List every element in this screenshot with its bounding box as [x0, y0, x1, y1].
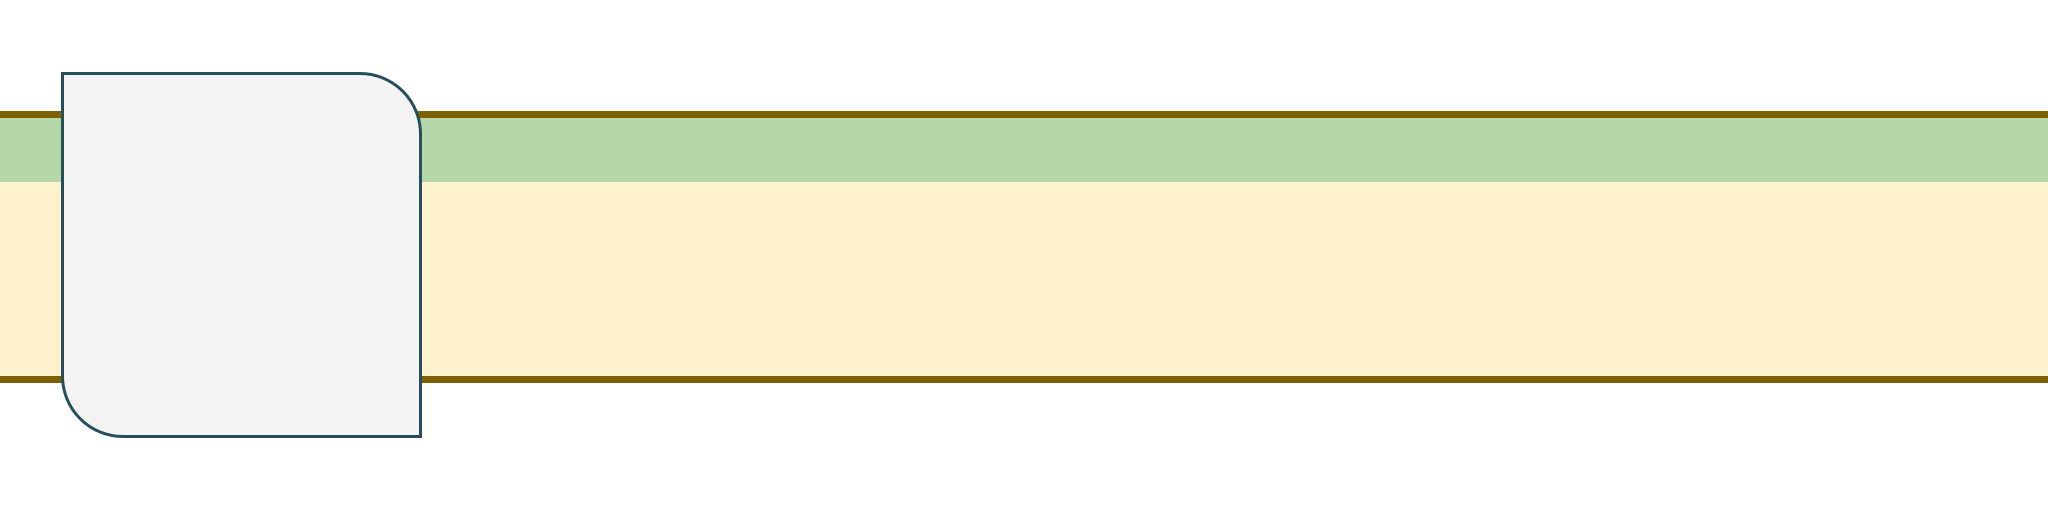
diagram-node[interactable] — [61, 72, 422, 438]
band-bottom-border — [0, 376, 2048, 383]
band-top-border — [0, 111, 2048, 118]
